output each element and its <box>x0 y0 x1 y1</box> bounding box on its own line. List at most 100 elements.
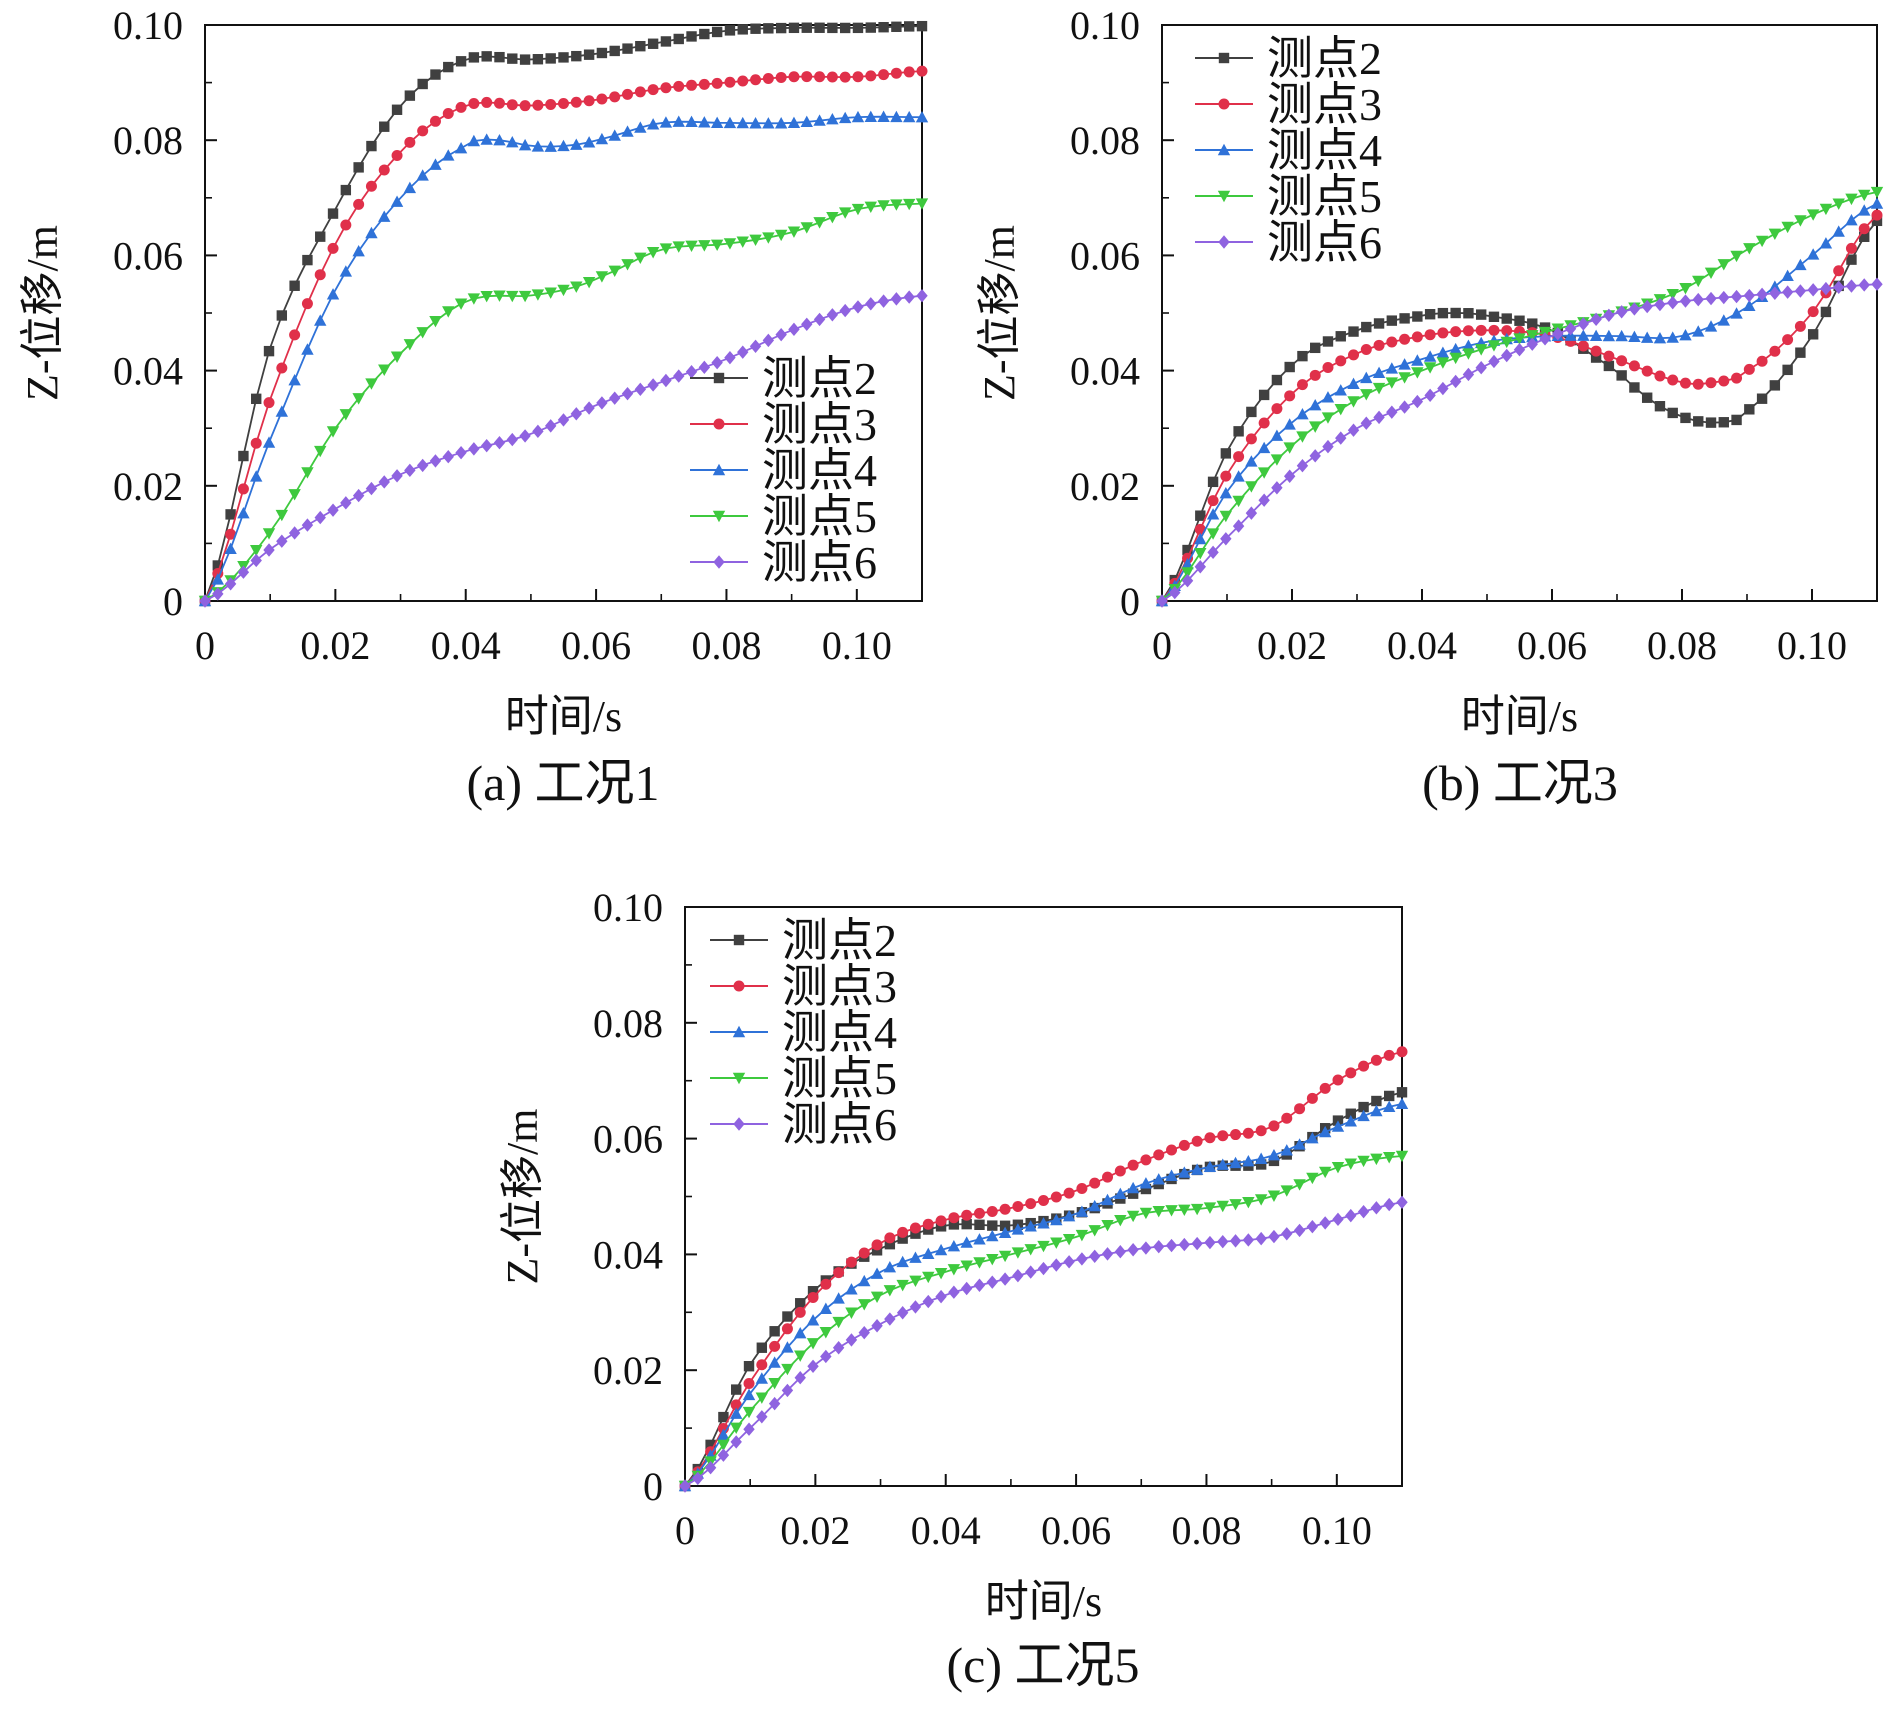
series-marker <box>1220 448 1232 459</box>
series-marker <box>1820 306 1832 318</box>
series-marker <box>788 71 800 83</box>
series-marker <box>1268 1229 1280 1244</box>
series-marker <box>903 290 915 304</box>
series-marker <box>1781 269 1794 282</box>
series-marker <box>801 317 813 331</box>
series-marker <box>544 419 557 433</box>
series-marker <box>947 1264 961 1276</box>
series-marker <box>1832 198 1845 210</box>
series-marker <box>756 1342 768 1353</box>
series-marker <box>1182 544 1193 556</box>
series-line <box>684 1103 1403 1487</box>
series-marker <box>916 65 928 77</box>
series-marker <box>1062 1233 1076 1246</box>
series-marker <box>973 1278 986 1292</box>
series-marker <box>596 396 608 410</box>
series-marker <box>858 1325 870 1340</box>
series-marker <box>1281 1112 1293 1124</box>
series-marker <box>1845 193 1858 206</box>
series-marker <box>1370 1054 1382 1066</box>
series-marker <box>781 1383 794 1398</box>
series-marker <box>763 23 774 34</box>
series-marker <box>915 110 929 123</box>
series-marker <box>1242 1154 1255 1167</box>
panel-caption: (c) 工况5 <box>947 1637 1140 1693</box>
x-tick-label: 0.02 <box>780 1508 850 1553</box>
series-marker <box>1165 1169 1178 1181</box>
series-marker <box>404 463 416 478</box>
series-marker <box>1294 1103 1306 1115</box>
series-marker <box>1140 1183 1152 1195</box>
series-marker <box>1475 361 1487 375</box>
x-tick-label: 0.06 <box>1041 1508 1111 1553</box>
series-marker <box>1255 1231 1267 1246</box>
series-marker <box>1153 1149 1165 1161</box>
series-marker <box>1217 1130 1229 1142</box>
series-marker <box>570 96 582 108</box>
series-marker <box>890 199 903 211</box>
series-marker <box>315 231 326 242</box>
series-marker <box>852 71 864 83</box>
x-tick-label: 0.08 <box>691 623 761 668</box>
series-marker <box>519 429 531 443</box>
series-marker <box>608 129 621 141</box>
series-marker <box>558 52 569 63</box>
series-marker <box>742 1406 756 1419</box>
series-marker <box>302 254 313 266</box>
series-marker <box>1794 258 1807 271</box>
series-marker <box>403 181 417 194</box>
series-marker <box>1318 1166 1332 1179</box>
series-marker <box>877 200 890 212</box>
series-marker <box>339 409 353 421</box>
series-marker <box>1794 215 1807 227</box>
series-marker <box>596 93 608 105</box>
series-marker <box>558 97 569 109</box>
y-tick-label: 0.10 <box>1070 3 1140 48</box>
series-marker <box>864 110 877 122</box>
series-marker <box>582 136 596 148</box>
series-marker <box>762 117 775 129</box>
legend-marker <box>1218 235 1230 249</box>
series-marker <box>365 226 378 239</box>
series-marker <box>327 503 339 517</box>
series-marker <box>890 110 903 123</box>
series-marker <box>1526 330 1539 342</box>
series-marker <box>545 53 556 64</box>
series-marker <box>1140 1154 1152 1166</box>
series-marker <box>813 312 826 327</box>
series-marker <box>1270 429 1284 441</box>
series-marker <box>378 164 390 176</box>
series-marker <box>1306 1092 1318 1104</box>
legend-label: 测点4 <box>762 445 877 496</box>
series-marker <box>1011 1223 1025 1235</box>
x-tick-label: 0.02 <box>300 623 370 668</box>
series-marker <box>1768 228 1782 241</box>
series-marker <box>493 290 506 302</box>
series-测点3 <box>199 65 928 607</box>
series-marker <box>698 78 710 90</box>
series-marker <box>1011 1247 1025 1259</box>
series-marker <box>1782 364 1793 376</box>
series-marker <box>430 69 441 80</box>
series-marker <box>1488 324 1500 336</box>
series-marker <box>1229 1234 1242 1248</box>
series-marker <box>1233 451 1245 463</box>
series-marker <box>1344 1158 1357 1170</box>
series-marker <box>1616 355 1628 367</box>
legend-label: 测点3 <box>762 399 877 450</box>
series-marker <box>1127 1243 1139 1257</box>
series-marker <box>1217 1234 1229 1249</box>
series-marker <box>845 1333 858 1347</box>
series-marker <box>1101 1247 1114 1261</box>
series-marker <box>813 217 826 229</box>
x-tick-label: 0.10 <box>1777 623 1847 668</box>
series-marker <box>845 1283 858 1295</box>
series-marker <box>800 222 813 234</box>
y-tick-label: 0.10 <box>593 885 663 930</box>
series-marker <box>1207 495 1219 507</box>
series-marker <box>481 51 492 62</box>
series-marker <box>506 290 519 303</box>
series-marker <box>686 31 697 42</box>
series-marker <box>289 329 301 341</box>
series-marker <box>1436 346 1450 358</box>
